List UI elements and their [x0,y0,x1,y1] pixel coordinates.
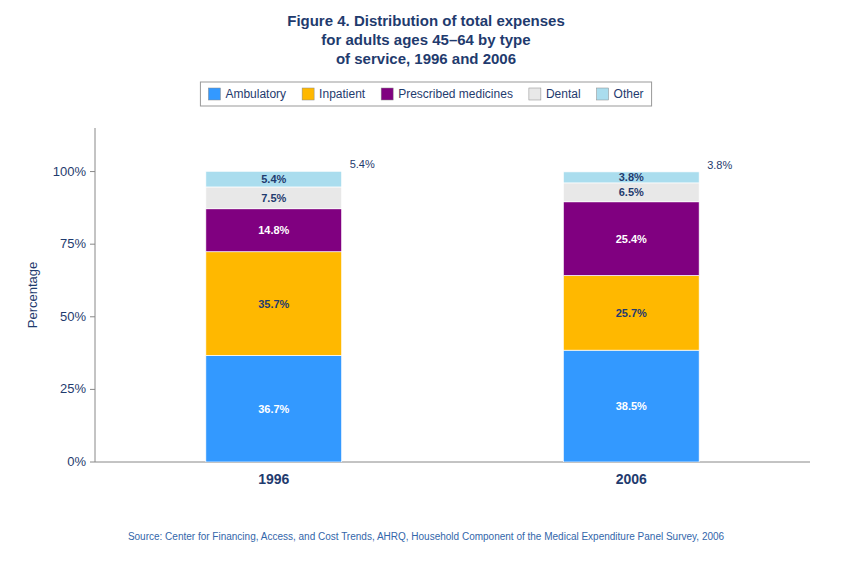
legend-label: Ambulatory [225,87,286,101]
y-tick-label: 25% [60,381,86,396]
data-label: 25.4% [616,233,647,245]
y-tick-label: 100% [53,164,87,179]
background [0,0,852,576]
title: Figure 4. Distribution of total expenses… [287,12,565,67]
y-axis: 0% 25% 50% 75% 100% [53,128,810,469]
bar-segment [206,252,342,356]
bars [206,171,699,462]
legend-swatch [529,88,541,100]
x-tick-label: 2006 [616,471,647,487]
legend: Ambulatory Inpatient Prescribed medicines D… [200,82,651,106]
y-tick [90,389,95,390]
legend-label: Dental [546,87,581,101]
data-label: 3.8% [619,171,644,183]
legend-item: Inpatient [302,87,366,101]
data-label: 6.5% [619,186,644,198]
legend-label: Prescribed medicines [398,87,513,101]
data-label: 25.7% [616,307,647,319]
x-axis-line [95,462,810,463]
data-labels: 36.7% 35.7% 14.8% 7.5% 5.4% 5.4% 38.5% 25.7% 25.… [258,158,732,414]
outside-label: 3.8% [707,159,732,171]
legend-item: Other [597,87,644,101]
y-axis-line [95,128,96,462]
outside-label: 5.4% [350,158,375,170]
bar-segment [563,350,699,462]
y-tick [90,244,95,245]
bar-segment [206,187,342,209]
bar-segment [563,172,699,183]
y-tick-label: 75% [60,236,86,251]
bar-segment [563,183,699,202]
data-label: 5.4% [261,173,286,185]
legend-box [200,82,651,106]
legend-swatch [302,88,314,100]
y-tick [90,462,95,463]
legend-swatch [208,88,220,100]
legend-swatch [597,88,609,100]
data-label: 14.8% [258,224,289,236]
x-tick-label: 1996 [258,471,289,487]
title-line: Figure 4. Distribution of total expenses [287,12,565,29]
bar-segment [206,209,342,252]
legend-label: Other [614,87,644,101]
y-tick-label: 50% [60,309,86,324]
y-tick [90,316,95,317]
title-line: of service, 1996 and 2006 [336,50,516,67]
legend-swatch [381,88,393,100]
data-label: 38.5% [616,400,647,412]
title-line: for adults ages 45–64 by type [321,31,530,48]
bar-segment [563,276,699,351]
legend-item: Ambulatory [208,87,286,101]
bar-segment [206,355,342,462]
source-note: Source: Center for Financing, Access, an… [128,531,725,542]
data-label: 7.5% [261,192,286,204]
legend-item: Prescribed medicines [381,87,513,101]
legend-label: Inpatient [319,87,366,101]
chart-root: Figure 4. Distribution of total expenses… [0,0,852,576]
y-axis-label: Percentage [25,262,40,329]
y-tick-label: 0% [67,454,86,469]
bar-segment [563,202,699,276]
data-label: 36.7% [258,403,289,415]
legend-item: Dental [529,87,581,101]
y-tick [90,171,95,172]
data-label: 35.7% [258,298,289,310]
bar-segment [206,171,342,187]
